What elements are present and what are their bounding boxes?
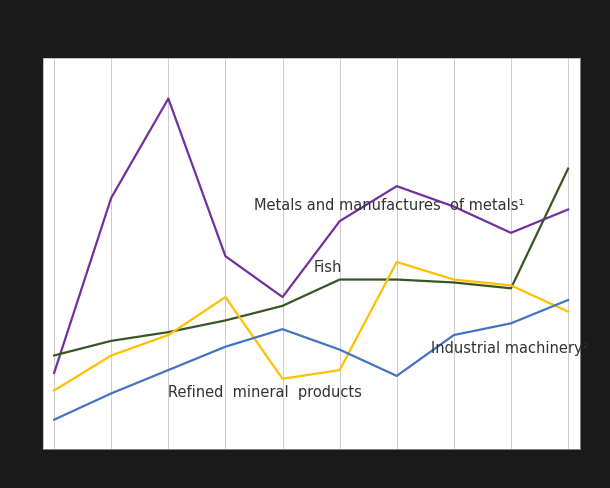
Text: Metals and manufactures  of metals¹: Metals and manufactures of metals¹ (254, 198, 525, 213)
Text: Refined  mineral  products: Refined mineral products (168, 385, 362, 400)
Text: Fish: Fish (314, 259, 342, 274)
Text: Industrial machinery²: Industrial machinery² (431, 341, 589, 356)
